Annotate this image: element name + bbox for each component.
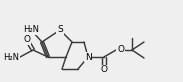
Text: H₂N: H₂N <box>3 52 19 62</box>
Text: S: S <box>57 26 63 35</box>
Text: O: O <box>23 36 31 45</box>
Text: H₂N: H₂N <box>23 26 39 35</box>
Text: O: O <box>100 66 107 75</box>
Text: N: N <box>85 52 91 62</box>
Text: O: O <box>117 46 124 55</box>
